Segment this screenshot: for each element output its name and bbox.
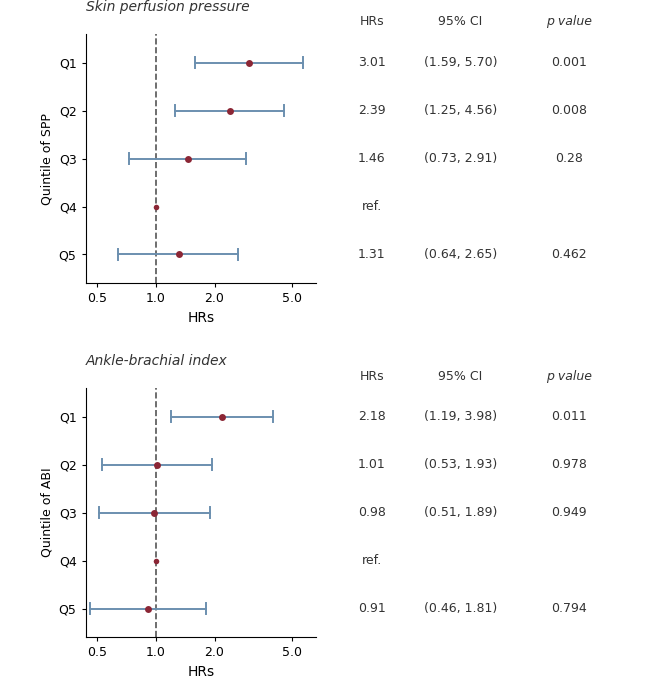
Text: (1.59, 5.70): (1.59, 5.70) <box>424 56 497 69</box>
Text: (0.64, 2.65): (0.64, 2.65) <box>424 248 497 261</box>
Text: 1.46: 1.46 <box>358 152 386 165</box>
Text: 0.978: 0.978 <box>551 458 587 471</box>
Text: 0.91: 0.91 <box>358 602 386 615</box>
Text: HRs: HRs <box>359 370 384 382</box>
Y-axis label: Quintile of SPP: Quintile of SPP <box>40 113 53 205</box>
Text: (0.46, 1.81): (0.46, 1.81) <box>424 602 497 615</box>
Text: 2.18: 2.18 <box>358 410 386 423</box>
Text: 0.462: 0.462 <box>551 248 587 261</box>
Text: 3.01: 3.01 <box>358 56 386 69</box>
Text: Skin perfusion pressure: Skin perfusion pressure <box>86 0 249 14</box>
Text: (0.53, 1.93): (0.53, 1.93) <box>424 458 497 471</box>
Text: 0.28: 0.28 <box>555 152 583 165</box>
Text: 0.011: 0.011 <box>551 410 587 423</box>
Text: Ankle-brachial index: Ankle-brachial index <box>86 354 227 367</box>
Text: ref.: ref. <box>362 200 382 213</box>
Text: 1.01: 1.01 <box>358 458 386 471</box>
Text: (0.51, 1.89): (0.51, 1.89) <box>424 506 497 519</box>
Text: HRs: HRs <box>359 16 384 28</box>
Text: p value: p value <box>546 16 592 28</box>
Text: 2.39: 2.39 <box>358 104 386 117</box>
X-axis label: HRs: HRs <box>187 665 215 678</box>
Text: 95% CI: 95% CI <box>438 16 483 28</box>
Text: 95% CI: 95% CI <box>438 370 483 382</box>
Text: 0.794: 0.794 <box>551 602 587 615</box>
Text: (1.25, 4.56): (1.25, 4.56) <box>424 104 497 117</box>
Text: (0.73, 2.91): (0.73, 2.91) <box>424 152 497 165</box>
Text: ref.: ref. <box>362 554 382 567</box>
Text: 0.008: 0.008 <box>551 104 587 117</box>
Text: 0.949: 0.949 <box>551 506 587 519</box>
Text: (1.19, 3.98): (1.19, 3.98) <box>424 410 497 423</box>
Text: 1.31: 1.31 <box>358 248 386 261</box>
Y-axis label: Quintile of ABI: Quintile of ABI <box>40 468 53 557</box>
Text: p value: p value <box>546 370 592 382</box>
Text: 0.98: 0.98 <box>358 506 386 519</box>
X-axis label: HRs: HRs <box>187 311 215 325</box>
Text: 0.001: 0.001 <box>551 56 587 69</box>
